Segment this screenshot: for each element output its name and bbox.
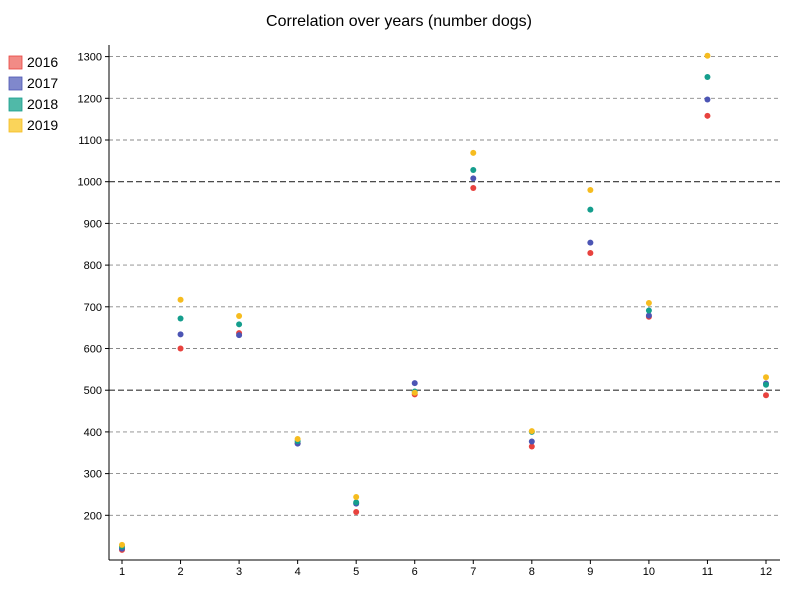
point-2016-12 xyxy=(763,392,769,398)
point-2018-2 xyxy=(178,315,184,321)
legend-label-2016: 2016 xyxy=(27,54,58,70)
point-2016-2 xyxy=(178,346,184,352)
point-2018-7 xyxy=(470,167,476,173)
data-points xyxy=(119,53,769,553)
y-tick-label: 800 xyxy=(84,260,102,272)
point-2017-9 xyxy=(587,240,593,246)
y-tick-label: 500 xyxy=(84,385,102,397)
legend-label-2019: 2019 xyxy=(27,117,58,133)
point-2017-6 xyxy=(412,380,418,386)
axes: 200 300 400 500 600 700 800 900 1000 1100 1200 1300… xyxy=(78,45,780,578)
x-tick-label: 9 xyxy=(587,566,593,578)
point-2019-10 xyxy=(646,300,652,306)
point-2017-3 xyxy=(236,332,242,338)
chart-title: Correlation over years (number dogs) xyxy=(266,13,532,30)
point-2019-4 xyxy=(295,436,301,442)
y-tick-label: 1100 xyxy=(78,135,102,147)
legend: 2016 2017 2018 2019 xyxy=(9,54,58,133)
y-tick-label: 600 xyxy=(84,344,102,356)
point-2018-12 xyxy=(763,382,769,388)
x-tick-label: 10 xyxy=(643,566,655,578)
point-2018-3 xyxy=(236,321,242,327)
point-2019-12 xyxy=(763,374,769,380)
legend-swatch-2019 xyxy=(9,119,22,132)
point-2017-2 xyxy=(178,331,184,337)
point-2019-5 xyxy=(353,494,359,500)
y-tick-label: 900 xyxy=(84,218,102,230)
point-2019-11 xyxy=(704,53,710,59)
y-tick-label: 400 xyxy=(84,427,102,439)
x-tick-label: 11 xyxy=(702,566,713,578)
y-tick-label: 1000 xyxy=(78,177,102,189)
x-tick-label: 4 xyxy=(295,566,301,578)
x-tick-label: 8 xyxy=(529,566,535,578)
legend-swatch-2018 xyxy=(9,98,22,111)
point-2019-9 xyxy=(587,187,593,193)
point-2019-3 xyxy=(236,313,242,319)
point-2019-6 xyxy=(412,390,418,396)
point-2019-7 xyxy=(470,150,476,156)
point-2018-11 xyxy=(704,74,710,80)
legend-swatch-2017 xyxy=(9,77,22,90)
legend-label-2017: 2017 xyxy=(27,75,58,91)
point-2017-11 xyxy=(704,97,710,103)
x-tick-label: 3 xyxy=(236,566,242,578)
point-2018-10 xyxy=(646,308,652,314)
point-2016-5 xyxy=(353,509,359,515)
legend-swatch-2016 xyxy=(9,56,22,69)
point-2017-8 xyxy=(529,438,535,444)
point-2016-9 xyxy=(587,250,593,256)
y-tick-label: 1200 xyxy=(78,93,102,105)
point-2018-5 xyxy=(353,499,359,505)
point-2016-7 xyxy=(470,185,476,191)
point-2018-9 xyxy=(587,207,593,213)
y-tick-label: 700 xyxy=(84,302,102,314)
point-2016-11 xyxy=(704,113,710,119)
legend-label-2018: 2018 xyxy=(27,96,58,112)
y-tick-label: 200 xyxy=(84,510,102,522)
x-tick-label: 12 xyxy=(760,566,772,578)
point-2019-2 xyxy=(178,297,184,303)
point-2019-1 xyxy=(119,542,125,548)
y-tick-label: 1300 xyxy=(78,52,102,64)
grid-lines xyxy=(109,57,780,516)
point-2017-7 xyxy=(470,175,476,181)
x-tick-label: 5 xyxy=(353,566,359,578)
x-tick-label: 6 xyxy=(412,566,418,578)
x-tick-label: 2 xyxy=(177,566,183,578)
x-tick-label: 7 xyxy=(470,566,476,578)
y-tick-label: 300 xyxy=(84,469,102,481)
point-2019-8 xyxy=(529,428,535,434)
x-tick-label: 1 xyxy=(119,566,125,578)
